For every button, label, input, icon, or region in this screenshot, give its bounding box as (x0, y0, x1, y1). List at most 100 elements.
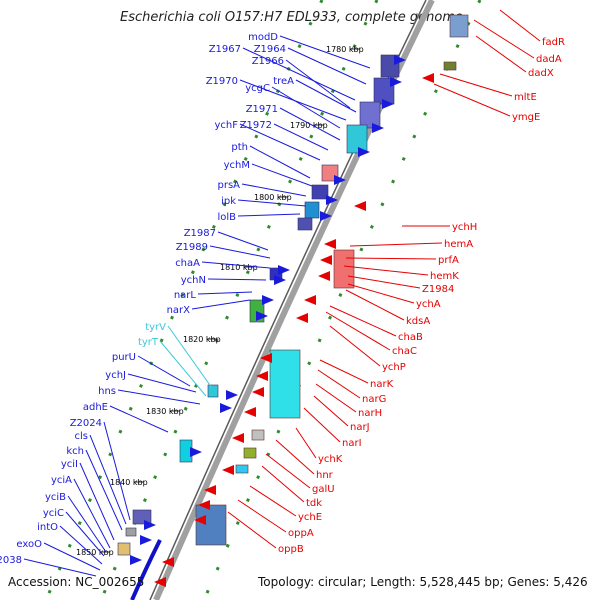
reverse-gene-leader (329, 325, 381, 367)
reverse-gene-label: chaC (392, 346, 417, 357)
forward-gene-label: ychM (224, 160, 250, 171)
trna-leader (159, 340, 207, 397)
reverse-arrow-5 (318, 271, 330, 281)
forward-gene-label: ipk (221, 196, 236, 207)
scale-label: 1830 kbp (146, 407, 184, 416)
reverse-gene-label: ychK (318, 454, 343, 465)
reverse-arrow-11 (244, 407, 256, 417)
forward-gene-leader (43, 542, 101, 571)
forward-gene-label: Z1987 (184, 228, 216, 239)
forward-gene-label: ychN (181, 275, 206, 286)
forward-arrow-18 (130, 555, 142, 565)
reverse-gene-leader (473, 19, 535, 59)
forward-gene-label: Z1966 (252, 56, 284, 67)
reverse-arrow-3 (324, 239, 336, 249)
forward-gene-label: Z1972 (240, 120, 272, 131)
forward-gene-label: yciI (61, 459, 78, 470)
forward-gene-leader (207, 278, 267, 281)
forward-gene-leader (59, 525, 103, 565)
forward-gene-label: adhE (83, 402, 108, 413)
forward-gene-label: Z2038 (0, 555, 22, 566)
reverse-gene-label: oppB (278, 544, 304, 555)
reverse-arrow-10 (252, 387, 264, 397)
forward-gene-label: modD (248, 32, 278, 43)
forward-gene-leader (287, 47, 367, 85)
reverse-arrow-1 (422, 73, 434, 83)
forward-arrow-17 (140, 535, 152, 545)
forward-gene-block-7 (304, 201, 320, 219)
forward-gene-label: yciB (45, 492, 66, 503)
reverse-arrow-14 (204, 485, 216, 495)
forward-arrow-10 (274, 275, 286, 285)
forward-arrow-14 (220, 403, 232, 413)
forward-gene-leader (137, 355, 191, 387)
forward-gene-leader (103, 421, 131, 521)
forward-gene-label: narX (167, 305, 191, 316)
forward-arrow-16 (144, 520, 156, 530)
forward-arrow-2 (390, 77, 402, 87)
forward-gene-block-6 (311, 184, 329, 200)
forward-arrow-1 (394, 55, 406, 65)
forward-arrow-4 (372, 123, 384, 133)
reverse-gene-label: dadX (528, 68, 554, 79)
reverse-arrow-12 (232, 433, 244, 443)
forward-gene-leader (201, 261, 271, 269)
reverse-arrow-15 (198, 500, 210, 510)
reverse-gene-block-4 (269, 349, 301, 419)
reverse-gene-label: ychP (382, 362, 406, 373)
scale-label: 1810 kbp (220, 263, 258, 272)
forward-gene-leader (273, 123, 329, 151)
reverse-arrow-6 (304, 295, 316, 305)
reverse-gene-label: narJ (350, 422, 370, 433)
reverse-gene-leader (315, 383, 357, 413)
reverse-gene-leader (261, 465, 305, 503)
trna-label: tyrV (145, 322, 166, 333)
reverse-gene-label: oppA (288, 528, 314, 539)
reverse-gene-leader (249, 485, 297, 517)
forward-gene-label: cls (75, 431, 89, 442)
reverse-arrow-7 (296, 313, 308, 323)
reverse-arrow-17 (162, 557, 174, 567)
reverse-gene-label: ychH (452, 222, 477, 233)
forward-gene-leader (241, 183, 307, 197)
scale-label: 1790 kbp (290, 121, 328, 130)
forward-gene-leader (85, 449, 123, 531)
forward-gene-label: narL (174, 290, 197, 301)
reverse-gene-leader (329, 305, 397, 337)
forward-gene-label: Z1967 (209, 44, 241, 55)
forward-gene-leader (279, 107, 341, 141)
reverse-arrow-8 (260, 353, 272, 363)
forward-arrow-5 (358, 147, 370, 157)
scale-label: 1840 kbp (110, 478, 148, 487)
scale-label: 1780 kbp (326, 45, 364, 54)
reverse-gene-label: Z1984 (422, 284, 454, 295)
forward-gene-block-3 (359, 101, 381, 129)
reverse-gene-label: tdk (306, 498, 322, 509)
forward-gene-block-11 (207, 384, 219, 398)
forward-gene-leader (67, 495, 107, 553)
forward-gene-leader (79, 462, 115, 541)
forward-gene-leader (237, 199, 307, 207)
forward-arrow-8 (320, 211, 332, 221)
forward-gene-leader (239, 123, 321, 161)
forward-gene-label: prsA (217, 180, 240, 191)
forward-gene-label: purU (112, 352, 136, 363)
forward-gene-leader (242, 47, 356, 101)
reverse-gene-leader (319, 359, 369, 384)
reverse-gene-block-8 (195, 504, 227, 546)
forward-gene-leader (109, 405, 169, 433)
reverse-gene-label: narH (358, 408, 382, 419)
reverse-gene-leader (345, 257, 437, 260)
forward-gene-label: exoO (16, 539, 42, 550)
forward-arrow-7 (326, 195, 338, 205)
reverse-gene-leader (303, 407, 341, 443)
scale-label: 1850 kbp (76, 548, 114, 557)
forward-gene-leader (127, 373, 197, 393)
reverse-gene-label: hemA (444, 239, 473, 250)
reverse-gene-block-1 (449, 14, 469, 38)
forward-gene-label: yciC (43, 508, 64, 519)
reverse-arrow-18 (154, 577, 166, 587)
reverse-gene-leader (343, 265, 429, 276)
genome-backbone-edge (149, 0, 427, 600)
